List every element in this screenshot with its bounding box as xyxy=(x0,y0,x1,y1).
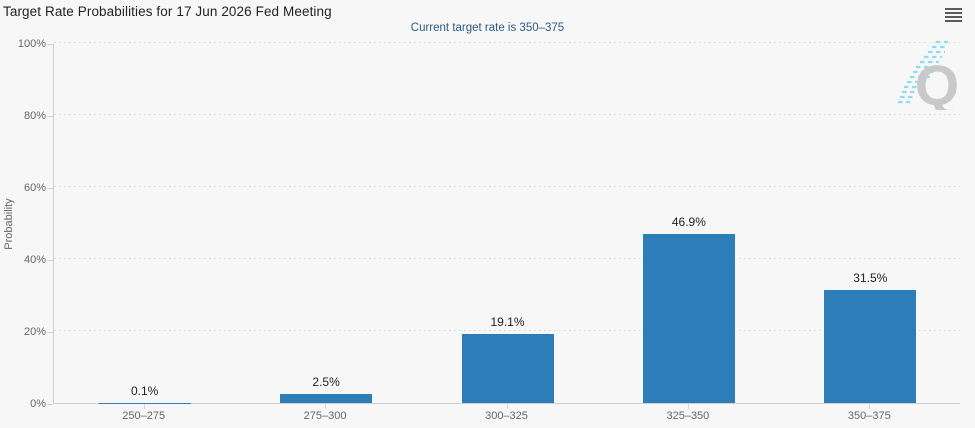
y-axis-tick-label: 60% xyxy=(23,182,46,194)
chart-title: Target Rate Probabilities for 17 Jun 202… xyxy=(3,4,332,19)
y-axis-tick-mark xyxy=(47,404,53,405)
x-axis-category-label: 300–325 xyxy=(485,410,528,422)
x-axis-tick-mark xyxy=(143,404,145,409)
y-axis-tick-label: 40% xyxy=(23,254,46,266)
x-axis-category-label: 250–275 xyxy=(122,410,166,422)
y-axis-title: Probability xyxy=(3,198,15,250)
plot-area: 0.1% 2.5% 19.1% 46.9% 31.5% xyxy=(53,42,960,404)
y-axis-tick-mark xyxy=(47,332,53,333)
bar-275–300[interactable] xyxy=(280,394,373,403)
y-axis-tick-mark xyxy=(47,116,53,117)
bar-325–350[interactable] xyxy=(642,234,735,403)
grid-line-40% xyxy=(54,258,960,259)
x-axis-category-label: 275–300 xyxy=(303,410,347,422)
quikstrike-logo-watermark: Q xyxy=(898,40,966,118)
quikstrike-logo-icon: Q xyxy=(898,40,959,118)
y-axis-tick-mark xyxy=(47,260,53,261)
bar-value-label: 31.5% xyxy=(853,270,888,285)
hamburger-menu-icon xyxy=(945,8,963,22)
x-axis-category-label: 350–375 xyxy=(847,410,891,422)
x-axis-tick-mark xyxy=(325,404,327,409)
grid-line-60% xyxy=(54,186,960,187)
bar-350–375[interactable] xyxy=(824,289,917,403)
chart-context-menu-button[interactable] xyxy=(942,5,966,25)
y-axis-tick-label: 20% xyxy=(23,326,46,338)
grid-line-100% xyxy=(54,42,960,43)
x-axis-tick-mark xyxy=(687,404,689,409)
grid-line-20% xyxy=(54,330,960,331)
y-axis-tick-mark xyxy=(47,44,53,45)
y-axis-tick-label: 0% xyxy=(30,398,46,410)
bar-value-label: 19.1% xyxy=(490,315,525,330)
grid-line-80% xyxy=(54,114,960,115)
chart-subtitle: Current target rate is 350–375 xyxy=(410,22,565,34)
bar-value-label: 0.1% xyxy=(131,383,159,398)
y-axis-tick-label: 100% xyxy=(17,38,46,50)
logo-letter-q: Q xyxy=(915,54,959,110)
x-axis-tick-mark xyxy=(506,404,508,409)
bar-value-label: 46.9% xyxy=(671,215,706,230)
x-axis-category-label: 325–350 xyxy=(666,410,710,422)
y-axis-tick-label: 80% xyxy=(23,110,46,122)
y-axis-tick-mark xyxy=(47,188,53,189)
bar-value-label: 2.5% xyxy=(312,375,340,389)
x-axis-tick-mark xyxy=(869,404,871,409)
bar-300–325[interactable] xyxy=(461,334,554,403)
